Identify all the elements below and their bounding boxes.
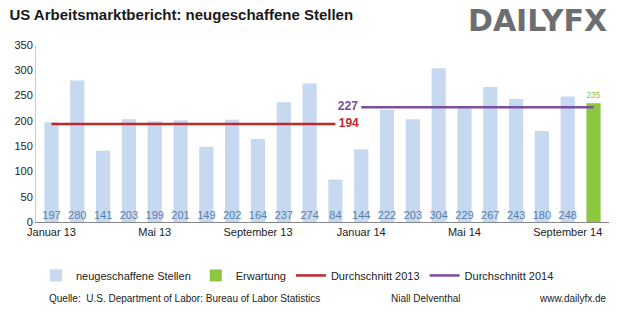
svg-text:197: 197 — [42, 209, 60, 221]
svg-text:229: 229 — [455, 209, 473, 221]
svg-text:Erwartung: Erwartung — [236, 270, 286, 282]
svg-text:250: 250 — [14, 89, 32, 101]
svg-text:202: 202 — [223, 209, 241, 221]
svg-text:September 13: September 13 — [223, 226, 292, 238]
svg-text:194: 194 — [335, 116, 362, 130]
svg-text:Mai 14: Mai 14 — [448, 226, 481, 238]
svg-text:Durchschnitt 2014: Durchschnitt 2014 — [465, 270, 554, 282]
svg-text:www.dailyfx.de: www.dailyfx.de — [539, 293, 607, 304]
svg-text:Durchschnitt 2013: Durchschnitt 2013 — [331, 270, 420, 282]
svg-text:0: 0 — [27, 216, 33, 228]
svg-text:201: 201 — [171, 209, 189, 221]
svg-text:300: 300 — [14, 64, 32, 76]
svg-text:84: 84 — [329, 209, 341, 221]
svg-text:September 14: September 14 — [533, 226, 602, 238]
svg-text:243: 243 — [507, 209, 525, 221]
svg-text:164: 164 — [249, 209, 267, 221]
svg-text:235: 235 — [586, 90, 600, 100]
svg-text:150: 150 — [14, 140, 32, 152]
svg-text:227: 227 — [335, 99, 362, 113]
svg-text:DAILYFX: DAILYFX — [468, 3, 607, 38]
svg-text:144: 144 — [352, 209, 370, 221]
svg-text:350: 350 — [14, 39, 32, 51]
svg-text:280: 280 — [68, 209, 86, 221]
svg-text:Januar 14: Januar 14 — [337, 226, 386, 238]
svg-text:neugeschaffene Stellen: neugeschaffene Stellen — [76, 270, 191, 282]
svg-text:100: 100 — [14, 165, 32, 177]
svg-text:US Arbeitsmarktbericht: neuges: US Arbeitsmarktbericht: neugeschaffene S… — [9, 6, 353, 23]
svg-text:199: 199 — [146, 209, 164, 221]
svg-text:203: 203 — [120, 209, 138, 221]
svg-text:Januar 13: Januar 13 — [27, 226, 76, 238]
svg-text:50: 50 — [21, 191, 33, 203]
svg-text:Niall Delventhal: Niall Delventhal — [391, 293, 460, 304]
svg-text:180: 180 — [533, 209, 551, 221]
svg-text:Mai 13: Mai 13 — [138, 226, 171, 238]
svg-text:267: 267 — [481, 209, 499, 221]
svg-text:149: 149 — [197, 209, 215, 221]
svg-text:248: 248 — [559, 209, 577, 221]
svg-text:304: 304 — [429, 209, 447, 221]
svg-text:274: 274 — [300, 209, 318, 221]
svg-text:141: 141 — [94, 209, 112, 221]
svg-text:222: 222 — [378, 209, 396, 221]
svg-text:200: 200 — [14, 115, 32, 127]
svg-text:Quelle: U.S. Department of La: Quelle: U.S. Department of Labor: Bureau… — [49, 293, 320, 304]
svg-text:203: 203 — [404, 209, 422, 221]
svg-text:237: 237 — [275, 209, 293, 221]
